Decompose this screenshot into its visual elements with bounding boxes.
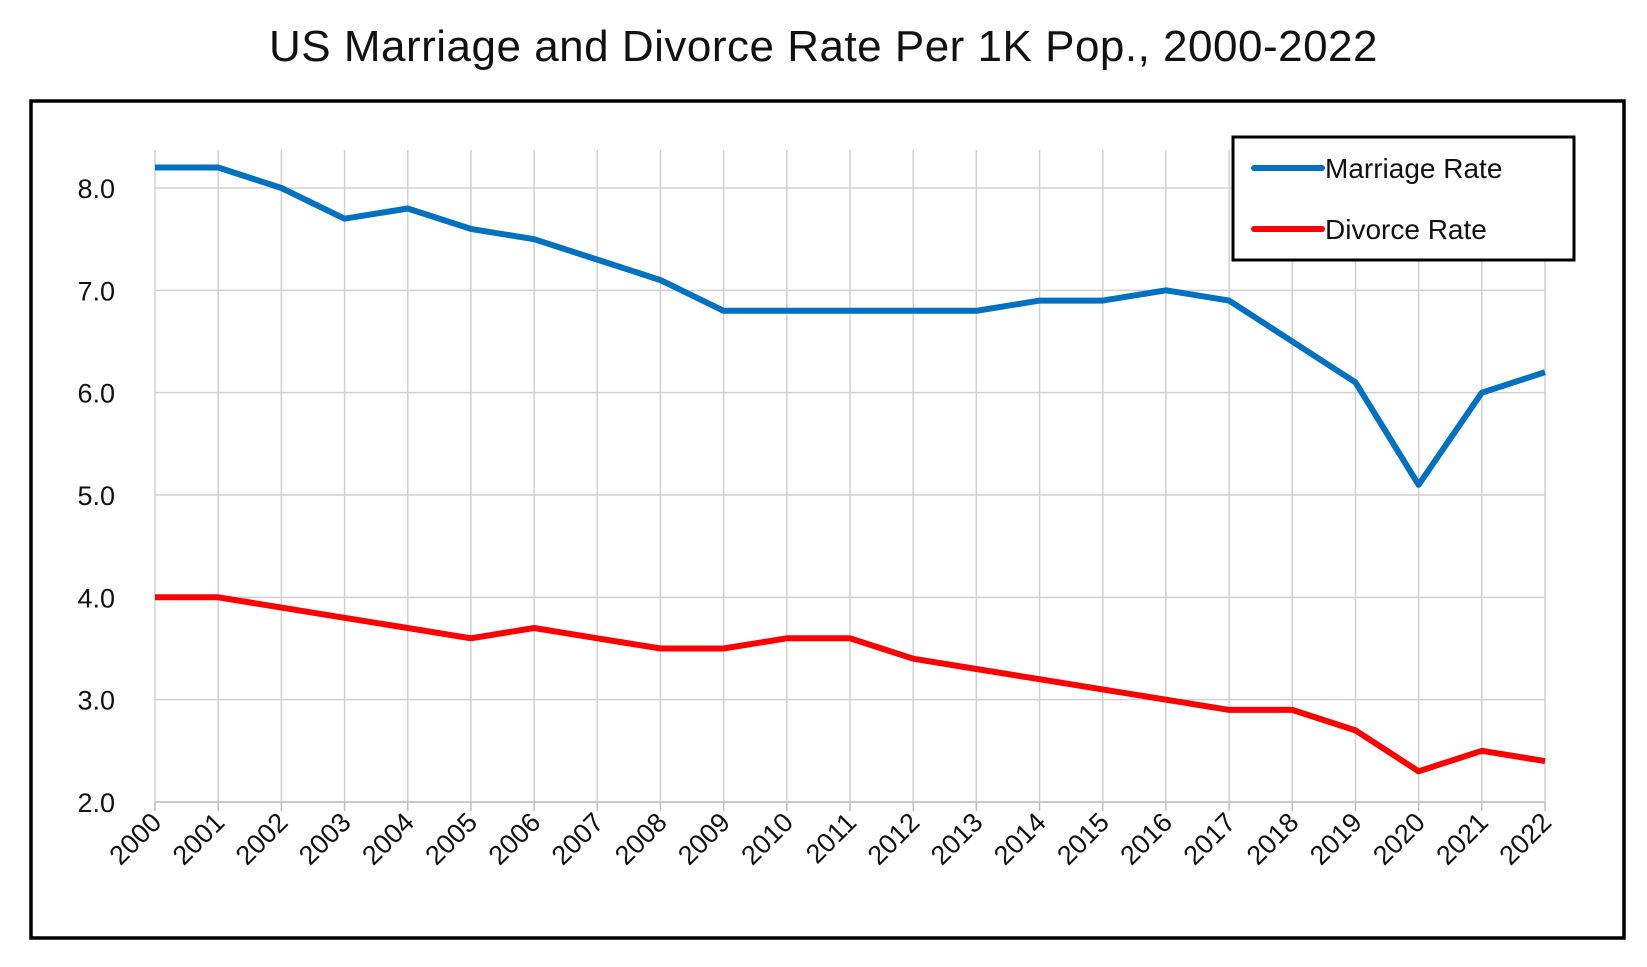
- chart-title: US Marriage and Divorce Rate Per 1K Pop.…: [269, 22, 1378, 71]
- legend-box: [1231, 135, 1576, 262]
- legend-label-marriage-rate: Marriage Rate: [1325, 153, 1502, 184]
- y-tick-label: 3.0: [77, 686, 115, 716]
- x-tick-label: 2022: [1494, 807, 1558, 871]
- y-tick-label: 7.0: [77, 276, 115, 306]
- series-line-marriage-rate: [155, 164, 1546, 488]
- x-tick-label: 2001: [167, 807, 231, 871]
- x-tick-label: 2008: [609, 807, 673, 871]
- x-tick-label: 2006: [483, 807, 547, 871]
- x-tick-label: 2015: [1051, 807, 1115, 871]
- x-tick-label: 2017: [1178, 807, 1242, 871]
- legend-label-divorce-rate: Divorce Rate: [1325, 214, 1487, 245]
- x-tick-label: 2021: [1430, 807, 1494, 871]
- x-tick-label: 2012: [862, 807, 926, 871]
- y-tick-label: 6.0: [77, 379, 115, 409]
- y-tick-label: 8.0: [77, 174, 115, 204]
- x-tick-label: 2016: [1114, 807, 1178, 871]
- y-axis-tick-labels: 2.0 3.0 4.0 5.0 6.0 7.0 8.0: [77, 174, 115, 818]
- x-tick-label: 2002: [230, 807, 294, 871]
- x-tick-label: 2019: [1304, 807, 1368, 871]
- gridlines: [154, 150, 1546, 811]
- x-tick-label: 2009: [672, 807, 736, 871]
- series-lines: [155, 164, 1546, 775]
- x-tick-label: 2003: [293, 807, 357, 871]
- x-tick-label: 2004: [356, 807, 420, 871]
- x-tick-label: 2018: [1241, 807, 1305, 871]
- x-tick-label: 2007: [546, 807, 610, 871]
- y-tick-label: 5.0: [77, 481, 115, 511]
- x-tick-label: 2013: [925, 807, 989, 871]
- x-tick-label: 2020: [1367, 807, 1431, 871]
- x-tick-label: 2014: [988, 807, 1052, 871]
- x-tick-label: 2011: [800, 807, 862, 869]
- y-tick-label: 2.0: [77, 788, 115, 818]
- x-tick-label: 2005: [419, 807, 483, 871]
- x-tick-label: 2010: [735, 807, 799, 871]
- x-axis-tick-labels: 2000 2001 2002 2003 2004 2005 2006 2007 2008 2009…: [104, 807, 1558, 871]
- plot-frame: [29, 99, 1626, 940]
- legend: Marriage Rate Divorce Rate: [1231, 135, 1576, 262]
- series-line-divorce-rate: [155, 594, 1546, 775]
- y-tick-label: 4.0: [77, 583, 115, 613]
